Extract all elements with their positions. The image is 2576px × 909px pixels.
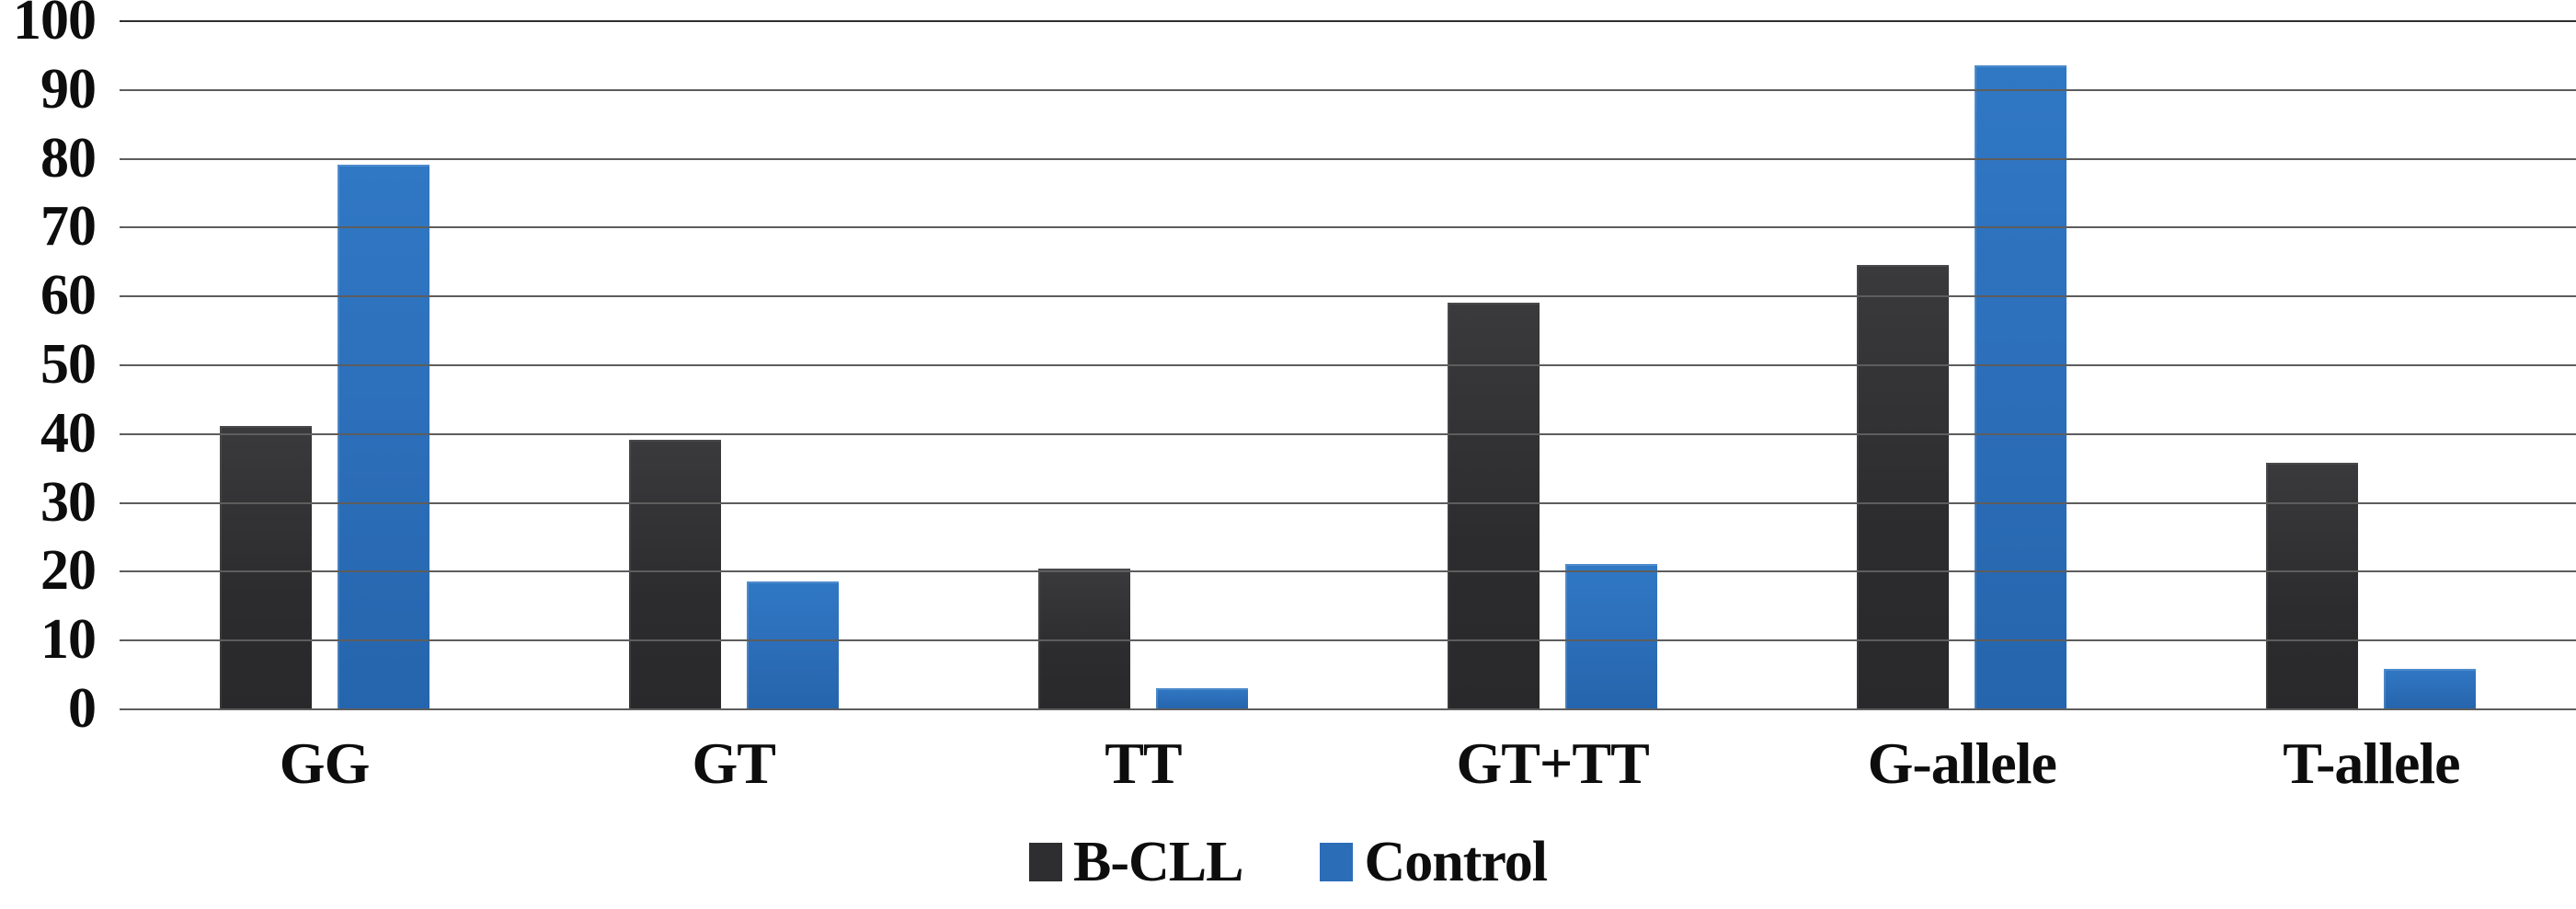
gridline-100	[120, 20, 2576, 22]
bar-group-GT	[529, 20, 938, 708]
x-axis: GG GT TT GT+TT G-allele T-allele	[120, 734, 2576, 793]
y-tick-label-10: 10	[40, 608, 97, 672]
gridline-10	[120, 639, 2576, 642]
bar-b-cll-GT+TT	[1448, 302, 1540, 708]
y-tick-label-80: 80	[40, 126, 97, 190]
gridline-20	[120, 570, 2576, 573]
bar-group-G-allele	[1757, 20, 2167, 708]
gridline-30	[120, 501, 2576, 504]
legend-swatch-b-cll	[1028, 843, 1062, 881]
y-tick-label-50: 50	[40, 333, 97, 396]
bar-control-TT	[1155, 687, 1248, 708]
category-label-G-allele: G-allele	[1867, 731, 2057, 796]
category-label-GG: GG	[279, 731, 371, 796]
bar-control-T-allele	[2384, 668, 2477, 708]
category-label-GT: GT	[692, 731, 776, 796]
bar-group-GG	[120, 20, 529, 708]
bar-control-G-allele	[1975, 64, 2067, 708]
bar-b-cll-GG	[219, 426, 312, 708]
gridline-80	[120, 157, 2576, 160]
gridline-70	[120, 226, 2576, 229]
bar-group-TT	[938, 20, 1347, 708]
y-tick-label-20: 20	[40, 539, 97, 603]
category-label-GT+TT: GT+TT	[1456, 731, 1649, 796]
bar-b-cll-T-allele	[2266, 462, 2359, 708]
category-label-T-allele: T-allele	[2283, 731, 2460, 796]
y-tick-label-100: 100	[13, 0, 97, 52]
legend-swatch-control	[1320, 843, 1354, 881]
bar-control-GG	[337, 165, 429, 708]
gridline-90	[120, 88, 2576, 91]
y-axis: 0 10 20 30 40 50 60 70 80 90 100	[0, 0, 97, 737]
y-tick-label-70: 70	[40, 195, 97, 259]
gridline-0	[120, 708, 2576, 710]
bar-control-GT+TT	[1565, 563, 1658, 708]
bar-b-cll-TT	[1037, 569, 1130, 708]
legend-label-b-cll: B-CLL	[1072, 831, 1243, 893]
category-label-TT: TT	[1105, 731, 1182, 796]
gridline-40	[120, 432, 2576, 435]
legend: B-CLL Control	[0, 834, 2576, 891]
y-tick-label-90: 90	[40, 57, 97, 121]
legend-label-control: Control	[1364, 831, 1548, 893]
bar-control-GT	[746, 581, 839, 708]
gridline-50	[120, 364, 2576, 366]
y-tick-label-0: 0	[68, 677, 97, 740]
y-tick-label-30: 30	[40, 470, 97, 534]
y-tick-label-40: 40	[40, 401, 97, 465]
y-tick-label-60: 60	[40, 264, 97, 328]
bar-b-cll-GT	[628, 440, 721, 708]
legend-item-control: Control	[1320, 831, 1548, 893]
bar-b-cll-G-allele	[1857, 264, 1950, 708]
legend-item-b-cll: B-CLL	[1028, 831, 1243, 893]
plot-area	[120, 20, 2576, 710]
gridline-60	[120, 295, 2576, 298]
